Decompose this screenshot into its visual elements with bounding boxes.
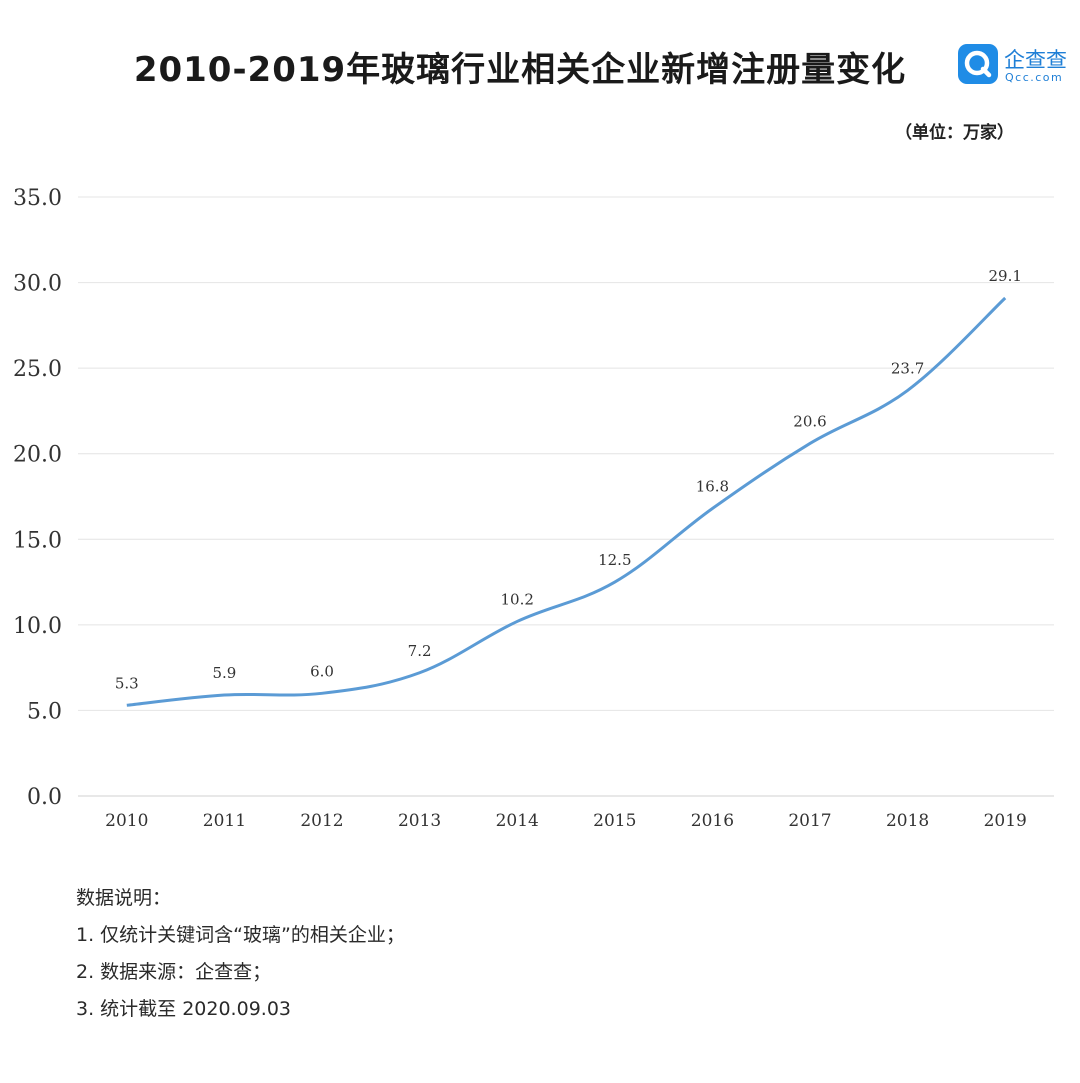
logo-domain: Qcc.com [1005,71,1064,84]
data-notes: 数据说明： 1. 仅统计关键词含“玻璃”的相关企业； 2. 数据来源：企查查； … [76,880,405,1028]
x-tick-label: 2014 [496,811,539,831]
data-label: 6.0 [310,662,334,680]
x-tick-label: 2012 [300,811,343,831]
y-tick-label: 20.0 [13,443,62,468]
data-label: 5.3 [115,674,139,692]
data-label: 10.2 [500,590,533,608]
series-line [126,296,1007,707]
qcc-magnifier-icon [958,44,998,84]
y-tick-labels: 0.0 5.0 10.0 15.0 20.0 25.0 30.0 35.0 [13,186,62,810]
y-tick-label: 15.0 [13,528,62,553]
unit-label: （单位：万家） [895,123,1014,143]
data-label: 7.2 [408,642,432,660]
x-tick-label: 2013 [398,811,441,831]
data-label: 5.9 [212,664,236,682]
data-label: 29.1 [988,267,1021,285]
x-tick-label: 2018 [886,811,929,831]
x-tick-labels: 2010 2011 2012 2013 2014 2015 2016 2017 2018 2019 [105,811,1027,831]
note-item-2: 2. 数据来源：企查查； [76,961,272,983]
y-tick-label: 25.0 [13,357,62,382]
grid-lines [78,196,1054,797]
x-tick-label: 2016 [691,811,734,831]
data-label: 12.5 [598,551,631,569]
y-tick-label: 35.0 [13,186,62,211]
x-tick-label: 2019 [984,811,1027,831]
y-tick-label: 5.0 [27,699,62,724]
x-tick-label: 2017 [788,811,831,831]
logo-name: 企查查 [1004,48,1067,72]
qcc-logo: 企查查 Qcc.com [958,44,1078,90]
x-tick-label: 2010 [105,811,148,831]
y-tick-label: 0.0 [27,785,62,810]
data-label: 20.6 [793,412,826,430]
data-label: 16.8 [696,477,729,495]
y-tick-label: 30.0 [13,272,62,297]
x-tick-label: 2015 [593,811,636,831]
data-label: 23.7 [891,359,924,377]
data-labels: 5.3 5.9 6.0 7.2 10.2 12.5 16.8 20.6 23.7 29.1 [115,267,1022,692]
notes-heading: 数据说明： [76,887,172,909]
chart-title: 2010-2019年玻璃行业相关企业新增注册量变化 [133,50,907,90]
note-item-3: 3. 统计截至 2020.09.03 [76,998,291,1020]
x-tick-label: 2011 [203,811,246,831]
note-item-1: 1. 仅统计关键词含“玻璃”的相关企业； [76,924,405,946]
y-tick-label: 10.0 [13,614,62,639]
line-chart: 0.05.010.015.020.025.030.035.0 2010 2011 2… [13,186,1054,831]
